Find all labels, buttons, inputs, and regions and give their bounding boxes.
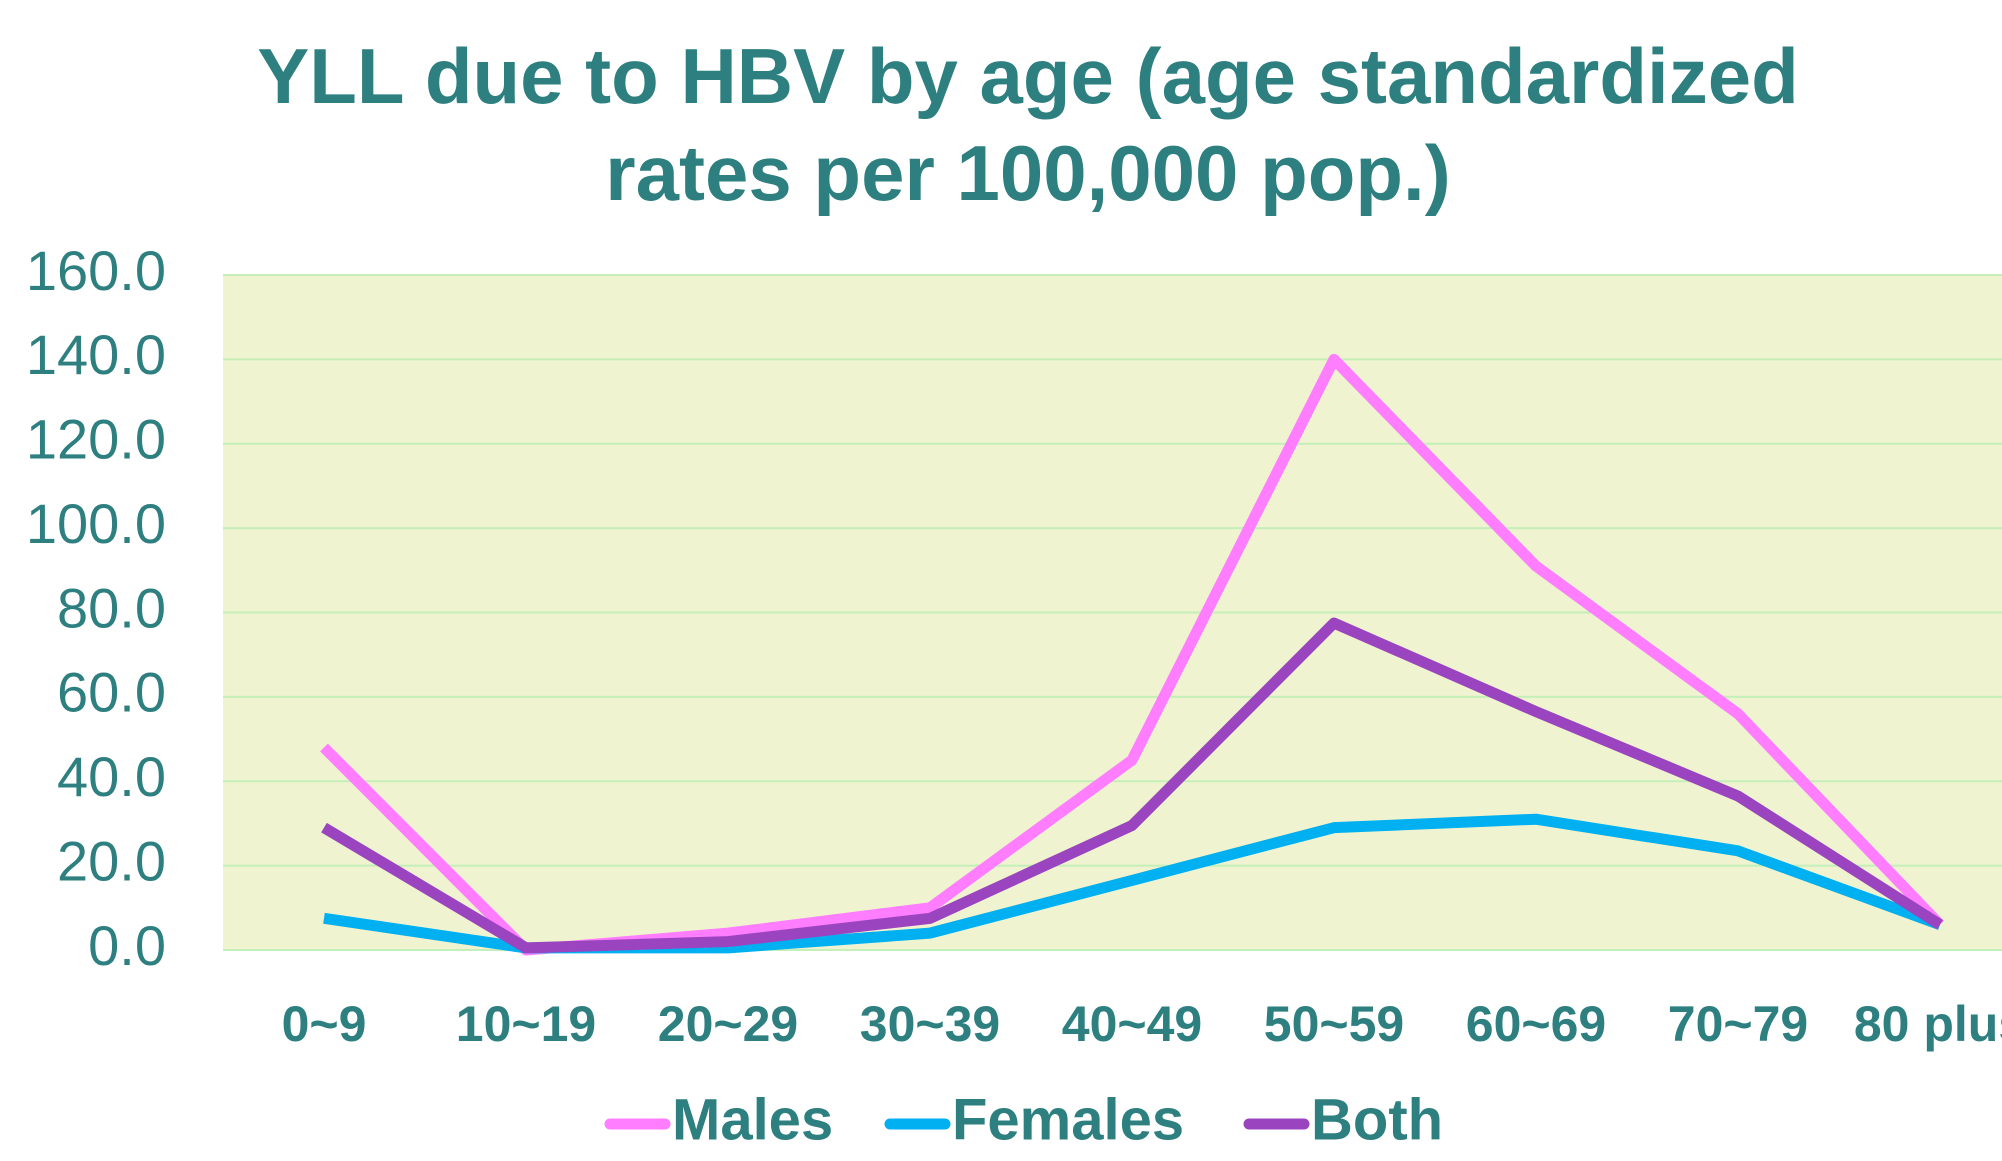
y-tick-label: 120.0 [26, 408, 166, 471]
x-tick-label: 40~49 [1062, 996, 1202, 1052]
x-tick-label: 20~29 [658, 996, 798, 1052]
x-tick-label: 0~9 [282, 996, 367, 1052]
x-tick-label: 50~59 [1264, 996, 1404, 1052]
y-tick-label: 140.0 [26, 323, 166, 386]
y-tick-label: 80.0 [57, 576, 166, 639]
chart-title: YLL due to HBV by age (age standardized … [257, 32, 1799, 217]
y-tick-label: 0.0 [88, 914, 166, 977]
x-tick-label: 10~19 [456, 996, 596, 1052]
y-tick-label: 20.0 [57, 829, 166, 892]
legend-label: Females [952, 1087, 1184, 1152]
x-tick-label: 30~39 [860, 996, 1000, 1052]
y-tick-label: 60.0 [57, 661, 166, 724]
x-tick-label: 70~79 [1668, 996, 1808, 1052]
series-line [321, 617, 1943, 954]
y-tick-label: 160.0 [26, 239, 166, 302]
y-tick-label: 40.0 [57, 745, 166, 808]
legend-label: Males [672, 1087, 833, 1152]
legend-label: Both [1311, 1087, 1443, 1152]
x-tick-label: 60~69 [1466, 996, 1606, 1052]
y-tick-label: 100.0 [26, 492, 166, 555]
x-tick-label: 80 plus [1854, 996, 2002, 1052]
